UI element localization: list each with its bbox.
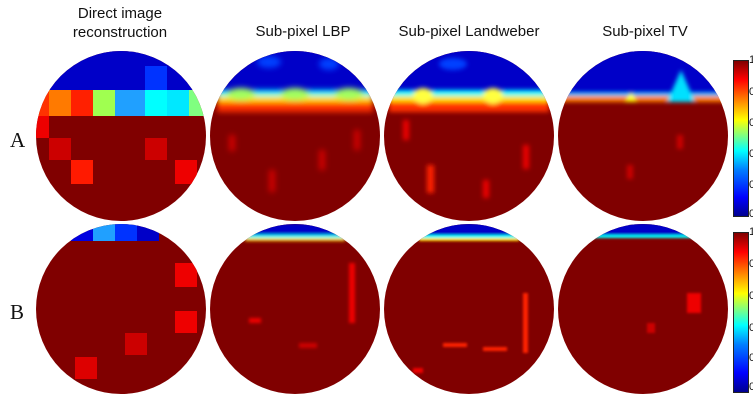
colorbar-top-tick: 0 bbox=[749, 179, 753, 191]
col-title-tv: Sub-pixel TV bbox=[602, 23, 688, 40]
panel-b-direct bbox=[36, 224, 206, 394]
colorbar-bottom-tick: 1 bbox=[749, 226, 753, 238]
colorbar-top-tick: 1 bbox=[749, 54, 753, 66]
colorbar-bottom-tick: 0 bbox=[749, 290, 753, 302]
panel-b-tv bbox=[558, 224, 728, 394]
colorbar-top-tick: 0 bbox=[749, 86, 753, 98]
panel-b-landweber bbox=[384, 224, 554, 394]
colorbar-bottom-tick: 0 bbox=[749, 352, 753, 364]
panel-a-direct bbox=[36, 51, 206, 221]
colorbar-top-tick: 0 bbox=[749, 208, 753, 220]
colorbar-bottom-tick: 0 bbox=[749, 322, 753, 334]
colorbar-bottom bbox=[733, 232, 749, 393]
col-title-landweber: Sub-pixel Landweber bbox=[398, 23, 540, 40]
row-label-b: B bbox=[10, 300, 25, 324]
colorbar-bottom-tick: 0 bbox=[749, 258, 753, 270]
colorbar-top-tick: 0 bbox=[749, 148, 753, 160]
panel-a-tv bbox=[558, 51, 728, 221]
row-label-a: A bbox=[10, 128, 26, 152]
colorbar-bottom-tick: 0 bbox=[749, 381, 753, 393]
colorbar-top bbox=[733, 60, 749, 217]
panel-b-lbp bbox=[210, 224, 380, 394]
col-title-direct: Direct image reconstruction bbox=[72, 5, 168, 41]
panel-a-lbp bbox=[210, 51, 380, 221]
panel-a-landweber bbox=[384, 51, 554, 221]
col-title-lbp: Sub-pixel LBP bbox=[255, 23, 351, 40]
colorbar-top-tick: 0 bbox=[749, 117, 753, 129]
